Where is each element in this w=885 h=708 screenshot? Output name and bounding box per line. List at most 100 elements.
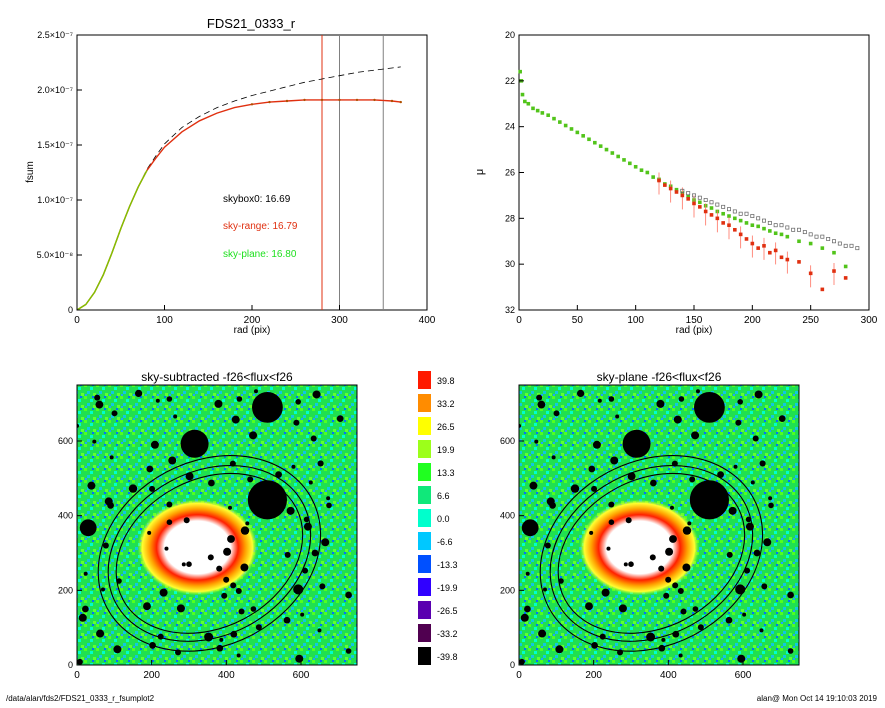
mu-point bbox=[773, 248, 778, 253]
star-mask bbox=[310, 435, 317, 442]
star-mask bbox=[725, 616, 733, 624]
star-mask bbox=[625, 517, 632, 524]
mu-point bbox=[721, 211, 725, 216]
mu-point bbox=[727, 207, 731, 212]
colorbar-label: 0.0 bbox=[437, 514, 450, 524]
star-mask bbox=[326, 496, 331, 501]
y-tick-label: 2.0×10⁻⁷ bbox=[37, 85, 73, 95]
colorbar: 39.8 33.2 26.5 19.9 13.3 6.6 0.0 -6.6 -13.3 -19.9… bbox=[418, 371, 458, 665]
star-mask bbox=[286, 506, 295, 515]
star-mask bbox=[553, 410, 560, 417]
star-mask bbox=[733, 464, 738, 469]
mu-point bbox=[732, 209, 737, 214]
fsum-point bbox=[285, 99, 289, 103]
fsum-panel: FDS21_0333_r 0 100 200 300 400 0 5.0×10⁻⁸ 1.0×… bbox=[25, 16, 436, 336]
star-mask bbox=[94, 394, 101, 401]
star-mask bbox=[166, 519, 173, 525]
star-mask bbox=[737, 399, 743, 405]
mu-point bbox=[820, 246, 825, 250]
mu-point bbox=[703, 209, 708, 214]
y-tick-label: 200 bbox=[500, 585, 515, 595]
star-mask bbox=[247, 476, 254, 483]
star-mask bbox=[692, 606, 699, 612]
star-mask bbox=[227, 505, 232, 510]
star-mask bbox=[589, 530, 594, 535]
star-mask bbox=[537, 400, 546, 409]
y-tick-label: 2.5×10⁻⁷ bbox=[37, 30, 73, 40]
mu-point bbox=[797, 227, 801, 232]
star-mask bbox=[542, 587, 547, 592]
star-mask bbox=[525, 571, 530, 576]
fsum-series-line bbox=[76, 66, 401, 311]
fsum-point bbox=[268, 100, 271, 104]
star-mask bbox=[284, 551, 291, 558]
fsum-point bbox=[320, 98, 324, 102]
star-mask bbox=[726, 551, 733, 558]
mu-point bbox=[744, 211, 749, 216]
star-mask bbox=[787, 648, 794, 654]
annotation-sky-plane: sky-plane: 16.80 bbox=[223, 249, 297, 260]
star-mask bbox=[150, 440, 159, 449]
mu-point bbox=[569, 127, 574, 131]
star-mask bbox=[610, 456, 619, 465]
mu-point bbox=[721, 204, 726, 209]
mu-point bbox=[633, 164, 638, 169]
mu-point bbox=[668, 186, 673, 191]
mu-point bbox=[692, 193, 696, 198]
fsum-title: FDS21_0333_r bbox=[207, 16, 296, 31]
star-mask bbox=[311, 549, 319, 557]
fsum-x-label: rad (pix) bbox=[234, 325, 271, 336]
star-mask bbox=[185, 472, 194, 481]
star-mask bbox=[519, 658, 525, 665]
annotation-sky-range: sky-range: 16.79 bbox=[223, 221, 298, 232]
star-mask bbox=[235, 588, 242, 594]
mu-point bbox=[727, 214, 731, 218]
star-mask bbox=[744, 567, 751, 574]
mu-point bbox=[686, 197, 690, 201]
mu-point bbox=[832, 239, 836, 244]
star-mask bbox=[592, 440, 601, 449]
mu-point bbox=[832, 250, 836, 255]
mu-point bbox=[791, 227, 796, 232]
x-tick-label: 600 bbox=[735, 670, 752, 681]
star-mask bbox=[695, 389, 700, 394]
x-tick-label: 0 bbox=[74, 315, 80, 326]
y-tick-label: 200 bbox=[58, 585, 73, 595]
star-mask bbox=[113, 645, 122, 654]
fsum-point bbox=[338, 98, 341, 102]
star-mask bbox=[240, 563, 249, 572]
colorbar-swatch bbox=[418, 371, 431, 389]
star-mask bbox=[249, 431, 258, 440]
star-mask bbox=[591, 485, 598, 492]
mu-point bbox=[762, 244, 766, 248]
mu-point bbox=[750, 241, 755, 246]
mu-point bbox=[698, 200, 702, 205]
x-tick-label: 200 bbox=[585, 670, 602, 681]
mu-point bbox=[674, 190, 679, 194]
star-mask bbox=[737, 654, 746, 663]
star-mask bbox=[682, 526, 692, 535]
mu-y-ticks: 20 22 24 26 28 30 32 bbox=[505, 30, 524, 315]
aperture-ellipse bbox=[549, 464, 754, 642]
star-mask bbox=[735, 419, 742, 426]
mu-point bbox=[750, 214, 755, 218]
star-mask bbox=[245, 521, 250, 526]
star-mask bbox=[207, 554, 214, 561]
star-mask bbox=[221, 592, 228, 599]
star-mask bbox=[735, 584, 746, 595]
star-mask bbox=[763, 538, 772, 547]
star-mask bbox=[759, 628, 764, 633]
star-mask bbox=[317, 460, 324, 467]
mu-point bbox=[843, 243, 848, 248]
mu-point bbox=[697, 195, 702, 200]
star-mask bbox=[295, 654, 304, 663]
star-mask bbox=[283, 616, 291, 624]
star-mask bbox=[570, 484, 580, 493]
star-mask bbox=[78, 613, 87, 622]
mu-point bbox=[744, 237, 749, 241]
mu-point bbox=[535, 108, 540, 113]
x-tick-label: 0 bbox=[516, 670, 522, 681]
mu-point bbox=[651, 175, 655, 179]
mu-point bbox=[837, 241, 842, 246]
mu-point bbox=[686, 194, 690, 199]
